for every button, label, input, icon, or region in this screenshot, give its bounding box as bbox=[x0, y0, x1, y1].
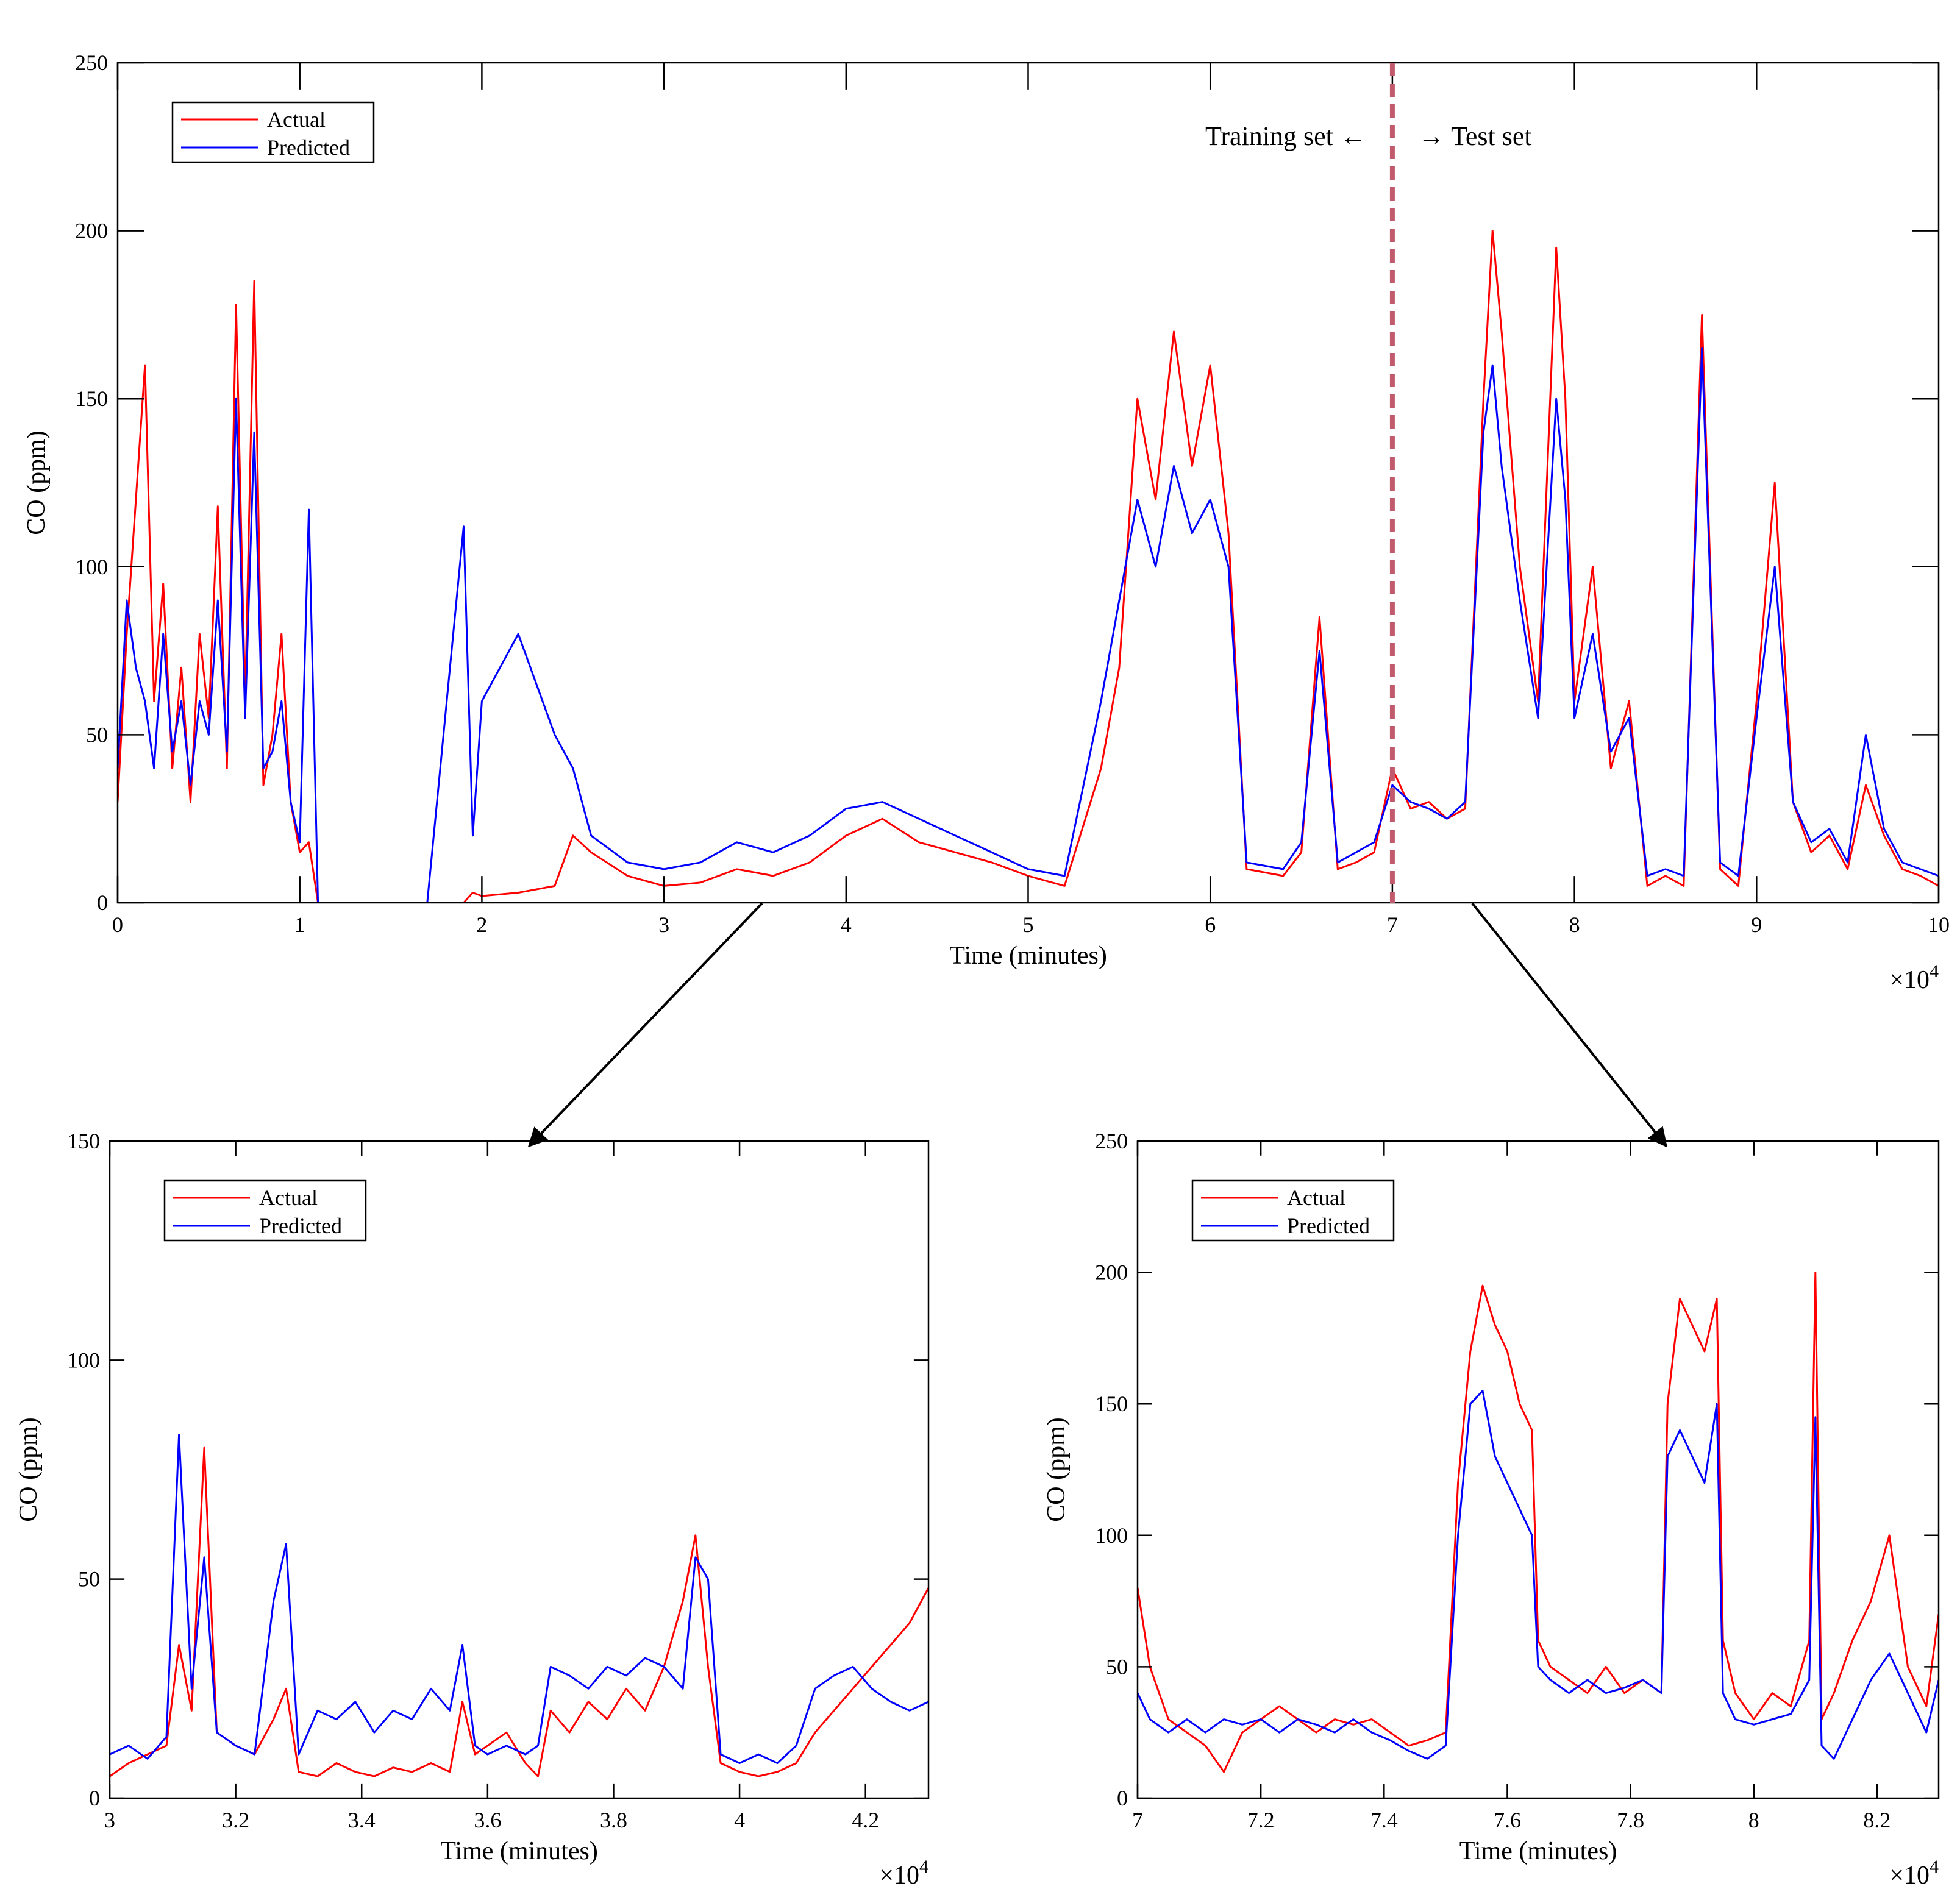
series-line-actual bbox=[110, 1446, 928, 1777]
y-tick-label: 200 bbox=[1095, 1261, 1128, 1285]
legend-entry-predicted: Predicted bbox=[1287, 1214, 1370, 1238]
series-group bbox=[110, 1434, 928, 1777]
x-axis-label: Time (minutes) bbox=[1459, 1837, 1617, 1865]
series-line-predicted bbox=[118, 347, 1939, 903]
x-axis-multiplier: ×104 bbox=[1889, 1857, 1939, 1889]
series-line-predicted bbox=[110, 1434, 928, 1764]
x-tick-label: 0 bbox=[112, 912, 123, 937]
y-tick-label: 100 bbox=[67, 1348, 100, 1372]
y-tick-label: 150 bbox=[1095, 1392, 1128, 1416]
plot-frame bbox=[109, 1140, 930, 1799]
legend-entry-actual: Actual bbox=[1287, 1186, 1345, 1210]
y-tick-label: 0 bbox=[97, 891, 108, 915]
series-group bbox=[1138, 1272, 1939, 1773]
legend: Actual Predicted bbox=[1191, 1179, 1395, 1242]
y-tick-label: 250 bbox=[75, 51, 108, 75]
legend-box bbox=[163, 1179, 367, 1242]
series-line-actual bbox=[1138, 1272, 1939, 1773]
training-set-annotation: Training set ← bbox=[1205, 121, 1367, 151]
legend-entry-predicted: Predicted bbox=[267, 135, 350, 160]
y-tick-label: 50 bbox=[78, 1567, 100, 1592]
x-tick-label: 2 bbox=[476, 912, 487, 937]
legend-entry-actual: Actual bbox=[259, 1186, 318, 1210]
chart-zoom_right: 7 7.2 7.4 7.6 7.8 8 8.2 0 50 100 150 200 250 Time (mi… bbox=[1042, 1129, 1940, 1889]
y-tick-label: 200 bbox=[75, 219, 108, 243]
y-axis-label: CO (ppm) bbox=[15, 1417, 43, 1522]
x-tick-label: 10 bbox=[1928, 912, 1950, 937]
legend-entry-actual: Actual bbox=[267, 107, 326, 132]
x-tick-label: 7 bbox=[1132, 1808, 1143, 1832]
y-tick-label: 0 bbox=[1117, 1786, 1128, 1810]
x-tick-label: 8 bbox=[1569, 912, 1580, 937]
x-tick-label: 7 bbox=[1387, 912, 1398, 937]
legend-box bbox=[171, 101, 375, 163]
series-line-predicted bbox=[1138, 1390, 1939, 1760]
x-tick-label: 3.8 bbox=[600, 1808, 627, 1832]
x-tick-label: 8.2 bbox=[1863, 1808, 1891, 1832]
x-tick-label: 3.2 bbox=[222, 1808, 249, 1832]
y-tick-label: 150 bbox=[67, 1129, 100, 1153]
legend: Actual Predicted bbox=[163, 1179, 367, 1242]
chart-zoom_left: 3 3.2 3.4 3.6 3.8 4 4.2 0 50 100 150 Time (minutes)… bbox=[15, 1129, 930, 1889]
y-tick-label: 50 bbox=[86, 722, 108, 747]
x-tick-label: 7.4 bbox=[1370, 1808, 1398, 1832]
x-tick-label: 7.8 bbox=[1617, 1808, 1644, 1832]
test-set-annotation: → Test set bbox=[1418, 121, 1532, 151]
x-tick-label: 5 bbox=[1023, 912, 1034, 937]
x-tick-label: 4 bbox=[734, 1808, 745, 1832]
x-tick-label: 4.2 bbox=[852, 1808, 879, 1832]
legend-entry-predicted: Predicted bbox=[259, 1214, 342, 1238]
y-axis-label: CO (ppm) bbox=[1042, 1417, 1071, 1522]
x-tick-label: 7.2 bbox=[1247, 1808, 1275, 1832]
y-tick-label: 0 bbox=[89, 1786, 100, 1810]
plot-frame bbox=[1136, 1140, 1940, 1799]
x-tick-label: 3.6 bbox=[474, 1808, 501, 1832]
y-tick-label: 150 bbox=[75, 386, 108, 411]
plot-frame bbox=[116, 62, 1940, 904]
x-tick-label: 4 bbox=[841, 912, 852, 937]
y-tick-label: 100 bbox=[1095, 1523, 1128, 1548]
x-axis-multiplier: ×104 bbox=[1889, 961, 1939, 994]
y-tick-label: 50 bbox=[1106, 1654, 1128, 1679]
y-tick-label: 100 bbox=[75, 555, 108, 579]
x-tick-label: 1 bbox=[294, 912, 305, 937]
x-tick-label: 7.6 bbox=[1494, 1808, 1521, 1832]
x-axis-multiplier: ×104 bbox=[879, 1857, 928, 1889]
zoom-arrow-right bbox=[1471, 902, 1667, 1148]
legend-box bbox=[1191, 1179, 1395, 1242]
x-tick-label: 3 bbox=[658, 912, 669, 937]
x-axis-label: Time (minutes) bbox=[949, 942, 1107, 970]
y-axis-label: CO (ppm) bbox=[23, 430, 51, 535]
x-tick-label: 9 bbox=[1751, 912, 1762, 937]
x-tick-label: 6 bbox=[1205, 912, 1216, 937]
y-tick-label: 250 bbox=[1095, 1129, 1128, 1153]
series-group bbox=[118, 230, 1939, 903]
legend: Actual Predicted bbox=[171, 101, 375, 163]
x-axis-label: Time (minutes) bbox=[440, 1837, 598, 1865]
x-tick-label: 8 bbox=[1748, 1808, 1759, 1832]
series-line-actual bbox=[118, 230, 1939, 903]
x-tick-label: 3.4 bbox=[348, 1808, 376, 1832]
zoom-arrow-left bbox=[527, 902, 763, 1148]
x-tick-label: 3 bbox=[104, 1808, 115, 1832]
